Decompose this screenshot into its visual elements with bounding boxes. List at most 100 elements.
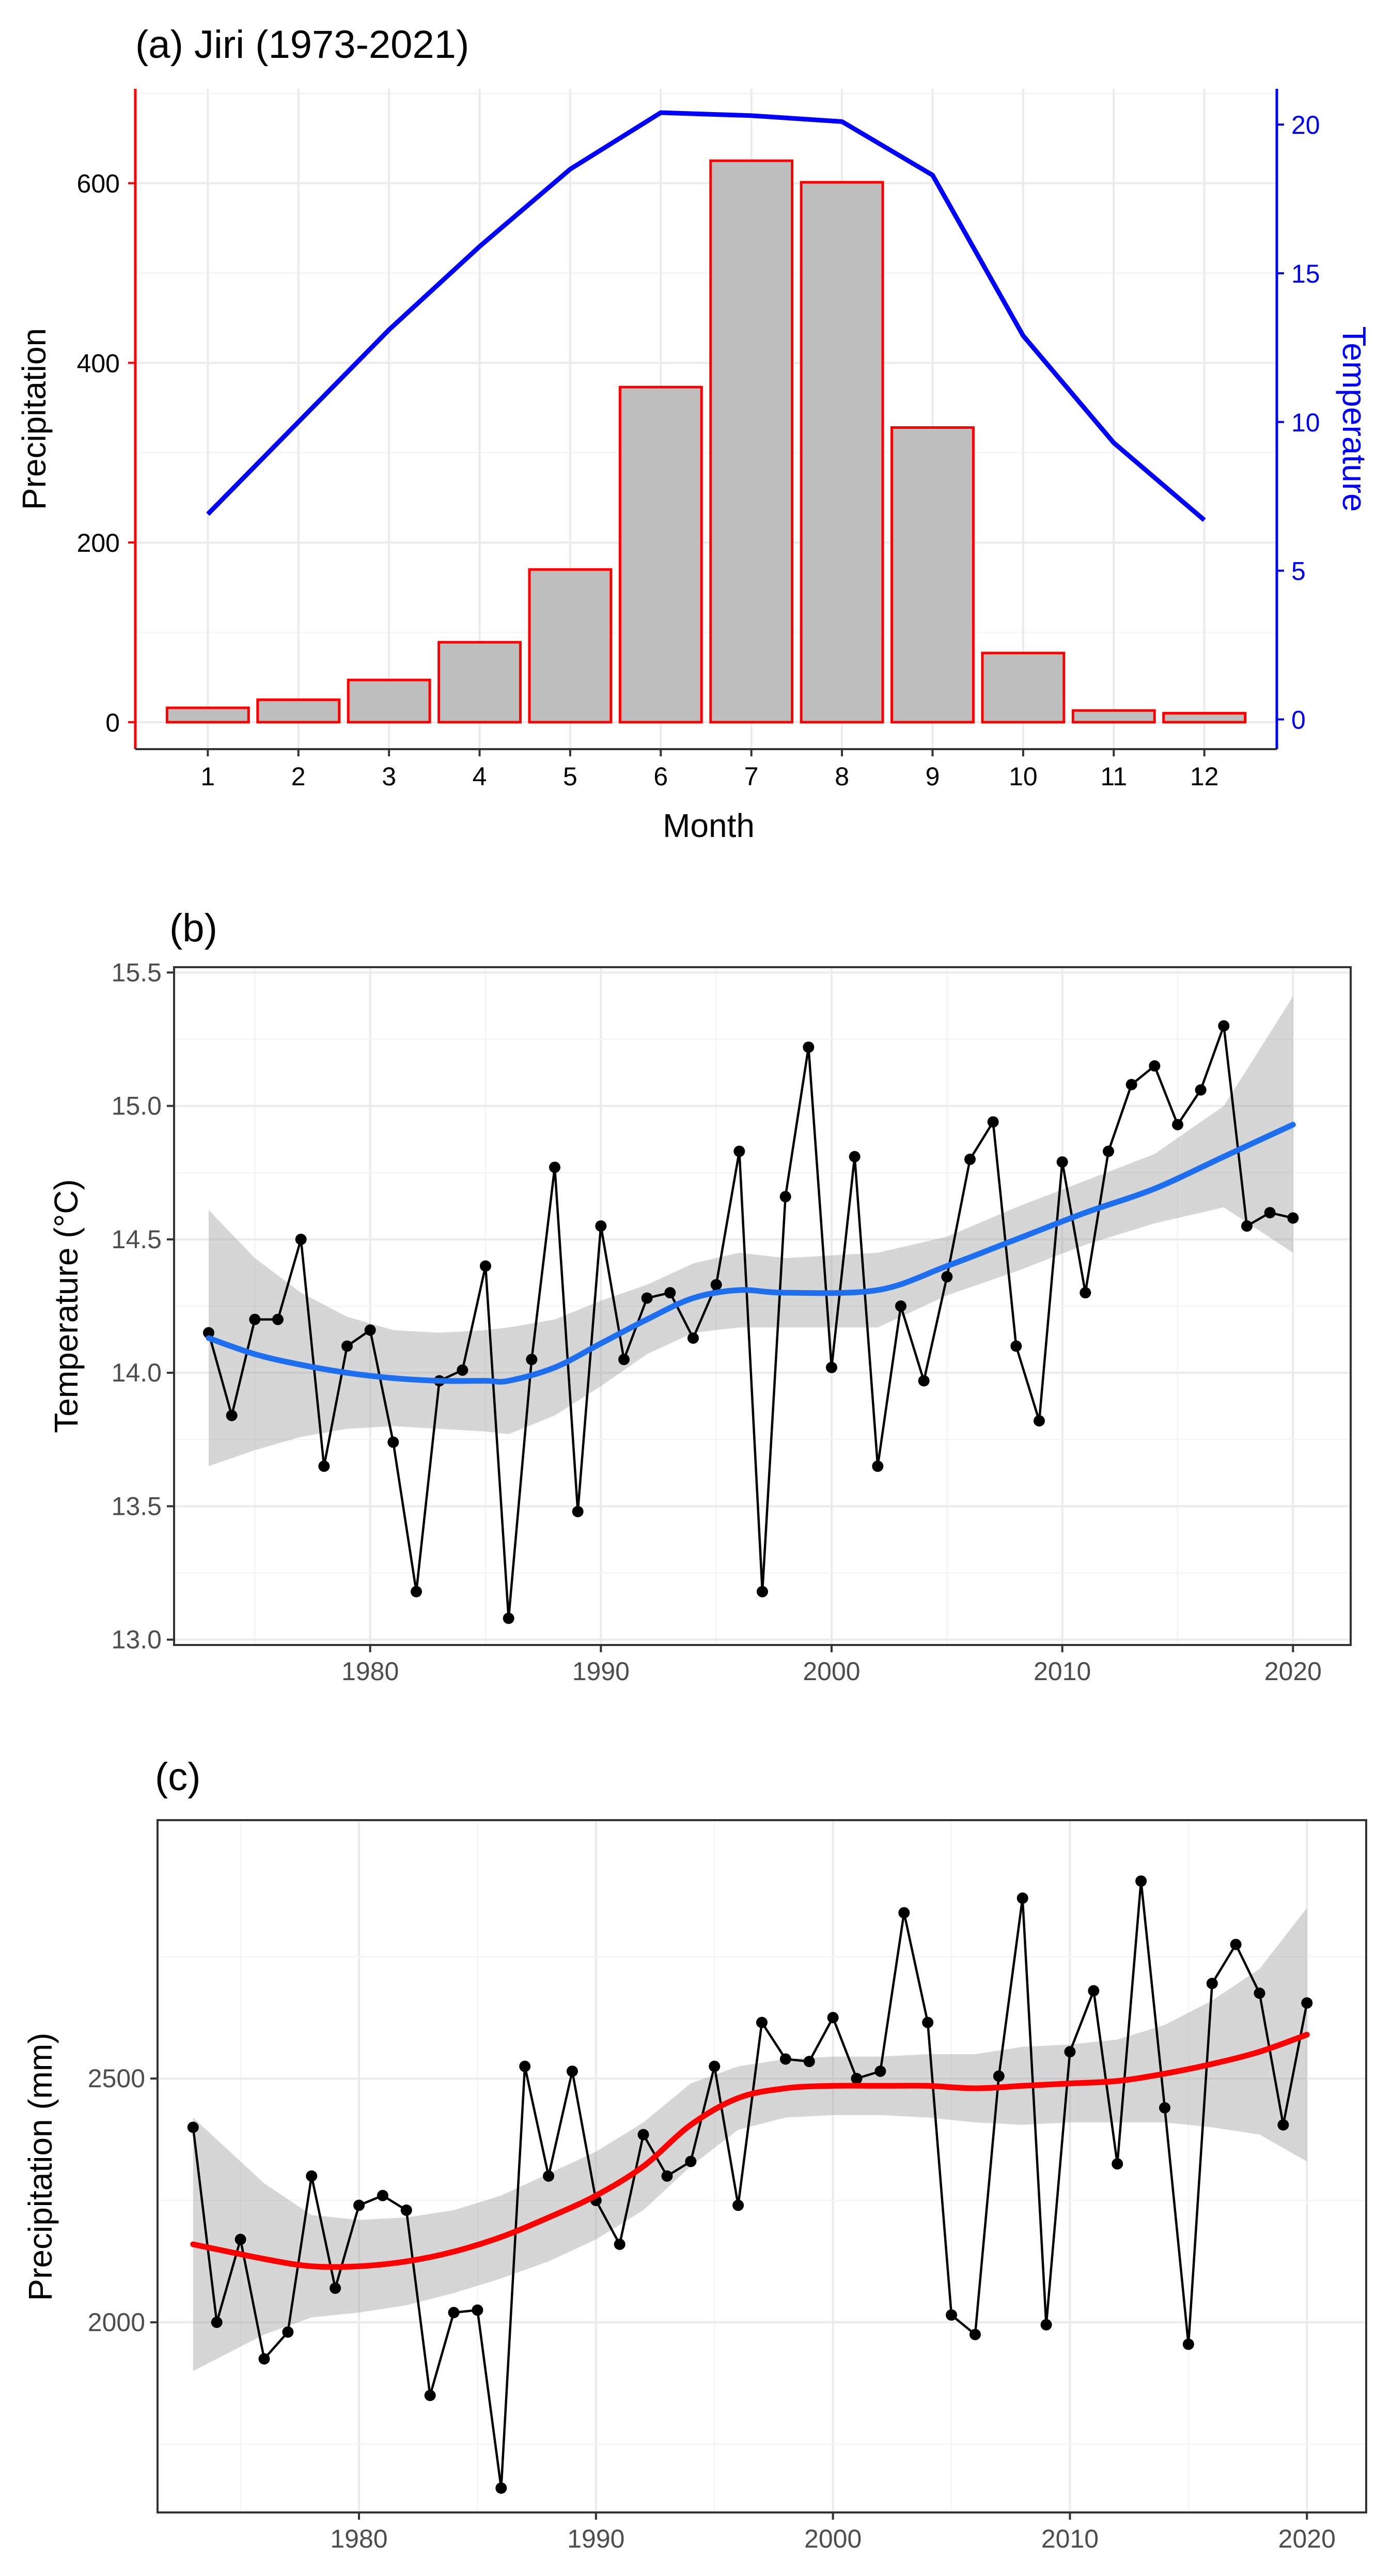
panel-b-point-1989 bbox=[572, 1506, 584, 1517]
panel-b-point-2003 bbox=[895, 1300, 906, 1312]
panel-b-xtick-label-2000: 2000 bbox=[803, 1657, 860, 1686]
panel-c-point-1984 bbox=[448, 2307, 460, 2319]
panel-c-point-1987 bbox=[519, 2060, 531, 2072]
panel-c-point-1994 bbox=[685, 2155, 697, 2167]
panel-c-trend-line bbox=[190, 2031, 1310, 2270]
panel-a-ytick-label: 600 bbox=[77, 169, 120, 198]
panel-c-y-ticks: 2000 2500 bbox=[88, 2064, 158, 2337]
panel-a-y2tick-label: 0 bbox=[1291, 705, 1306, 734]
panel-b-point-1998 bbox=[779, 1191, 791, 1203]
panel-c-point-1983 bbox=[424, 2389, 436, 2401]
panel-b-point-2018 bbox=[1241, 1220, 1253, 1232]
panel-a-ylabel: Precipitation bbox=[15, 328, 53, 510]
panel-b-point-2002 bbox=[872, 1460, 884, 1472]
panel-c-frame bbox=[157, 1819, 1367, 2513]
panel-b-point-1980 bbox=[364, 1324, 376, 1336]
panel-b-ytick-label: 13.5 bbox=[112, 1492, 162, 1520]
panel-b-point-1990 bbox=[595, 1220, 607, 1232]
panel-b-trend-curve bbox=[206, 1122, 1296, 1385]
panel-b-temperature-series bbox=[203, 1020, 1299, 1624]
panel-c-point-1981 bbox=[377, 2190, 388, 2201]
panel-c-point-1979 bbox=[330, 2282, 341, 2294]
panel-b-grid bbox=[174, 967, 1351, 1645]
precipitation-bar-month-11 bbox=[1071, 709, 1156, 724]
panel-c-point-2004 bbox=[922, 2016, 934, 2028]
panel-c-point-1993 bbox=[661, 2170, 673, 2182]
panel-b-point-1977 bbox=[295, 1233, 307, 1245]
panel-c-series-line bbox=[192, 1881, 1308, 2489]
panel-b-ytick-label: 14.5 bbox=[112, 1225, 162, 1254]
panel-c-point-1997 bbox=[756, 2016, 768, 2028]
panel-c-point-1998 bbox=[779, 2053, 791, 2065]
panel-c-point-2008 bbox=[1016, 1892, 1028, 1904]
panel-c-point-1986 bbox=[495, 2482, 507, 2494]
panel-c-grid bbox=[158, 1820, 1366, 2512]
panel-a-xtick-label-6: 6 bbox=[653, 762, 668, 791]
panel-c-point-1980 bbox=[353, 2199, 365, 2211]
panel-a-x-ticks: 1 2 3 4 5 6 7 8 9 10 11 12 bbox=[200, 749, 1218, 791]
panel-b-ytick-label: 15.5 bbox=[112, 958, 162, 987]
panel-c-point-1995 bbox=[709, 2060, 721, 2072]
panel-b-point-2015 bbox=[1172, 1119, 1183, 1130]
panel-c-point-2017 bbox=[1230, 1938, 1242, 1950]
panel-b-xtick-label-2020: 2020 bbox=[1264, 1657, 1322, 1686]
panel-b-point-2020 bbox=[1287, 1212, 1299, 1224]
panel-c-point-2003 bbox=[898, 1907, 910, 1919]
panel-b-point-1981 bbox=[387, 1436, 399, 1448]
panel-c-point-1999 bbox=[803, 2056, 815, 2068]
panel-b-point-2019 bbox=[1264, 1207, 1276, 1219]
panel-a-y2tick-label: 5 bbox=[1291, 557, 1306, 586]
panel-b-xtick-label-1980: 1980 bbox=[341, 1657, 399, 1686]
panel-b-point-1997 bbox=[757, 1586, 768, 1597]
panel-b-point-1988 bbox=[549, 1161, 560, 1173]
panel-b-point-1986 bbox=[503, 1612, 514, 1624]
panel-b-point-1992 bbox=[641, 1292, 653, 1304]
panel-b-point-2008 bbox=[1010, 1340, 1022, 1352]
panel-b-point-1987 bbox=[526, 1354, 538, 1365]
panel-b-point-1999 bbox=[803, 1041, 815, 1053]
panel-c-point-2020 bbox=[1301, 1997, 1313, 2009]
precipitation-bar-month-12 bbox=[1162, 711, 1247, 724]
panel-c-point-2001 bbox=[851, 2073, 863, 2085]
panel-c-point-2006 bbox=[969, 2329, 981, 2340]
precipitation-bar-month-1 bbox=[165, 706, 250, 724]
panel-b-point-2011 bbox=[1080, 1287, 1091, 1299]
panel-b-point-1979 bbox=[341, 1340, 353, 1352]
panel-a-y2-ticks: 0 5 10 15 20 bbox=[1277, 111, 1320, 734]
panel-c-point-2000 bbox=[827, 2012, 839, 2024]
panel-a-xtick-label-5: 5 bbox=[563, 762, 577, 791]
panel-b-point-1974 bbox=[226, 1409, 238, 1421]
panel-c-point-1976 bbox=[258, 2353, 270, 2365]
panel-c-ci-band bbox=[193, 1907, 1307, 2371]
panel-c-point-1977 bbox=[282, 2326, 294, 2338]
panel-b-point-1975 bbox=[249, 1313, 261, 1325]
precipitation-bar-month-8 bbox=[800, 181, 884, 724]
panel-b-point-1976 bbox=[272, 1313, 284, 1325]
panel-a-ytick-label: 0 bbox=[105, 708, 120, 737]
panel-c-trend-curve bbox=[190, 2031, 1310, 2270]
panel-a-xtick-label-4: 4 bbox=[473, 762, 487, 791]
temperature-line bbox=[206, 110, 1206, 522]
panel-b-point-2009 bbox=[1034, 1415, 1045, 1427]
panel-c-precipitation-series bbox=[187, 1875, 1313, 2494]
panel-b-point-1995 bbox=[710, 1279, 722, 1291]
panel-b-point-2007 bbox=[987, 1116, 999, 1128]
panel-b-confidence-band bbox=[209, 996, 1293, 1466]
panel-b-xtick-label-2010: 2010 bbox=[1034, 1657, 1091, 1686]
precipitation-bar-month-5 bbox=[528, 568, 613, 724]
panel-c-ylabel: Precipitation (mm) bbox=[22, 2032, 59, 2301]
panel-c-x-ticks: 1980 1990 2000 2010 2020 bbox=[330, 2512, 1336, 2553]
panel-c-xtick-label-1990: 1990 bbox=[567, 2524, 624, 2553]
panel-a-y2tick-label: 15 bbox=[1291, 259, 1320, 288]
panel-b-ci-band bbox=[209, 996, 1293, 1466]
panel-a-grid bbox=[135, 89, 1277, 749]
panel-a-y-ticks: 0 200 400 600 bbox=[77, 169, 135, 737]
panel-b-point-1991 bbox=[618, 1354, 630, 1365]
panel-b-point-2006 bbox=[964, 1153, 976, 1165]
panel-c-point-2019 bbox=[1277, 2119, 1289, 2131]
panel-c-point-2005 bbox=[946, 2309, 958, 2321]
panel-c-point-2007 bbox=[993, 2070, 1005, 2082]
panel-c-point-2015 bbox=[1182, 2338, 1194, 2350]
